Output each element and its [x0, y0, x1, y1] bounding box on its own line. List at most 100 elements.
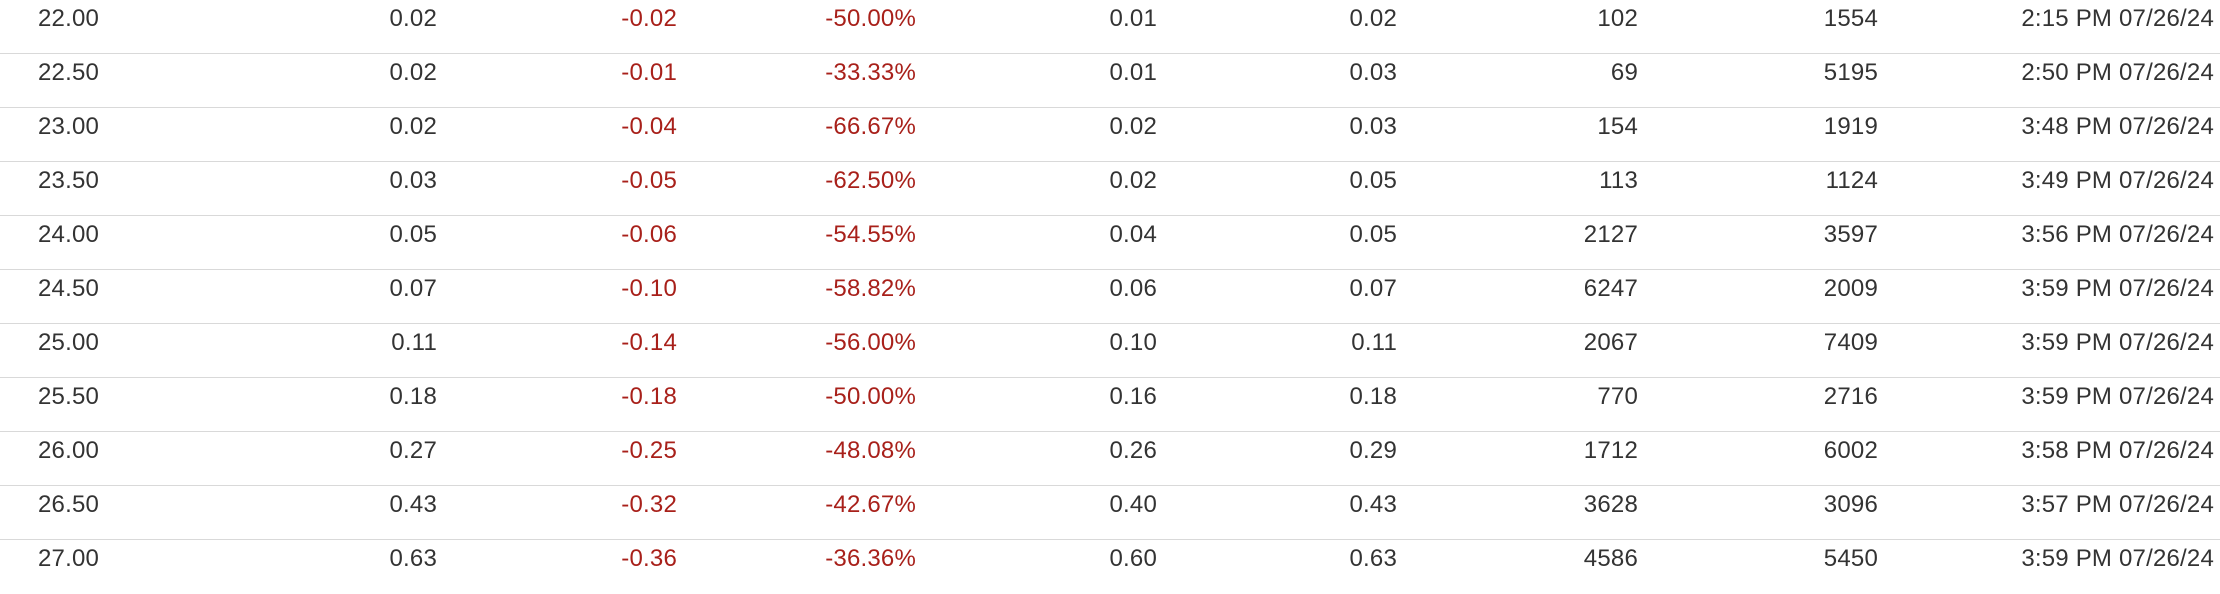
price-change: -0.36	[621, 545, 677, 572]
last-price: 0.02	[389, 59, 437, 86]
percent-change: -33.33%	[825, 59, 916, 86]
table-row[interactable]: 25.00 0.11 -0.14 -56.00% 0.10 0.11 2067 …	[0, 324, 2220, 378]
price-change: -0.06	[621, 221, 677, 248]
percent-change: -62.50%	[825, 167, 916, 194]
ask-price: 0.11	[1351, 329, 1397, 356]
percent-change: -58.82%	[825, 275, 916, 302]
options-chain-table: 22.00 0.02 -0.02 -50.00% 0.01 0.02 102 1…	[0, 0, 2220, 572]
strike-price: 23.50	[38, 167, 100, 194]
last-price: 0.11	[391, 329, 437, 356]
percent-change: -36.36%	[825, 545, 916, 572]
strike-price: 24.00	[38, 221, 100, 248]
bid-price: 0.02	[1109, 113, 1157, 140]
bid-price: 0.01	[1109, 59, 1157, 86]
last-price: 0.02	[389, 113, 437, 140]
table-row[interactable]: 22.50 0.02 -0.01 -33.33% 0.01 0.03 69 51…	[0, 54, 2220, 108]
open-interest: 2716	[1823, 383, 1878, 410]
last-trade-time: 3:58 PM 07/26/24	[2021, 437, 2214, 464]
open-interest: 3096	[1823, 491, 1878, 518]
volume: 102	[1597, 5, 1638, 32]
strike-price: 22.00	[38, 5, 100, 32]
bid-price: 0.60	[1109, 545, 1157, 572]
bid-price: 0.40	[1109, 491, 1157, 518]
percent-change: -66.67%	[825, 113, 916, 140]
last-price: 0.27	[389, 437, 437, 464]
table-row[interactable]: 24.00 0.05 -0.06 -54.55% 0.04 0.05 2127 …	[0, 216, 2220, 270]
ask-price: 0.18	[1349, 383, 1397, 410]
percent-change: -54.55%	[825, 221, 916, 248]
price-change: -0.25	[621, 437, 677, 464]
last-trade-time: 3:59 PM 07/26/24	[2021, 545, 2214, 572]
open-interest: 6002	[1823, 437, 1878, 464]
strike-price: 26.00	[38, 437, 100, 464]
volume: 69	[1610, 59, 1638, 86]
last-price: 0.18	[389, 383, 437, 410]
table-row[interactable]: 26.00 0.27 -0.25 -48.08% 0.26 0.29 1712 …	[0, 432, 2220, 486]
last-price: 0.43	[389, 491, 437, 518]
price-change: -0.14	[621, 329, 677, 356]
last-trade-time: 3:48 PM 07/26/24	[2021, 113, 2214, 140]
price-change: -0.05	[621, 167, 677, 194]
ask-price: 0.63	[1349, 545, 1397, 572]
volume: 6247	[1583, 275, 1638, 302]
last-trade-time: 3:59 PM 07/26/24	[2021, 383, 2214, 410]
last-trade-time: 3:57 PM 07/26/24	[2021, 491, 2214, 518]
last-trade-time: 3:59 PM 07/26/24	[2021, 275, 2214, 302]
last-price: 0.63	[389, 545, 437, 572]
last-trade-time: 3:56 PM 07/26/24	[2021, 221, 2214, 248]
strike-price: 25.00	[38, 329, 100, 356]
last-price: 0.07	[389, 275, 437, 302]
volume: 2127	[1583, 221, 1638, 248]
percent-change: -48.08%	[825, 437, 916, 464]
percent-change: -50.00%	[825, 5, 916, 32]
volume: 2067	[1583, 329, 1638, 356]
volume: 113	[1599, 167, 1638, 194]
open-interest: 2009	[1823, 275, 1878, 302]
price-change: -0.02	[621, 5, 677, 32]
open-interest: 7409	[1823, 329, 1878, 356]
table-row[interactable]: 24.50 0.07 -0.10 -58.82% 0.06 0.07 6247 …	[0, 270, 2220, 324]
price-change: -0.10	[621, 275, 677, 302]
percent-change: -50.00%	[825, 383, 916, 410]
ask-price: 0.02	[1349, 5, 1397, 32]
table-row[interactable]: 22.00 0.02 -0.02 -50.00% 0.01 0.02 102 1…	[0, 0, 2220, 54]
last-price: 0.02	[389, 5, 437, 32]
volume: 1712	[1583, 437, 1638, 464]
open-interest: 1554	[1823, 5, 1878, 32]
bid-price: 0.06	[1109, 275, 1157, 302]
price-change: -0.04	[621, 113, 677, 140]
bid-price: 0.26	[1109, 437, 1157, 464]
volume: 770	[1597, 383, 1638, 410]
table-row[interactable]: 23.00 0.02 -0.04 -66.67% 0.02 0.03 154 1…	[0, 108, 2220, 162]
bid-price: 0.04	[1109, 221, 1157, 248]
open-interest: 5450	[1823, 545, 1878, 572]
strike-price: 26.50	[38, 491, 100, 518]
ask-price: 0.03	[1349, 113, 1397, 140]
last-trade-time: 2:50 PM 07/26/24	[2021, 59, 2214, 86]
open-interest: 3597	[1823, 221, 1878, 248]
bid-price: 0.02	[1109, 167, 1157, 194]
volume: 154	[1597, 113, 1638, 140]
strike-price: 25.50	[38, 383, 100, 410]
percent-change: -42.67%	[825, 491, 916, 518]
last-trade-time: 2:15 PM 07/26/24	[2021, 5, 2214, 32]
last-trade-time: 3:59 PM 07/26/24	[2021, 329, 2214, 356]
price-change: -0.32	[621, 491, 677, 518]
ask-price: 0.05	[1349, 221, 1397, 248]
strike-price: 23.00	[38, 113, 100, 140]
bid-price: 0.01	[1109, 5, 1157, 32]
percent-change: -56.00%	[825, 329, 916, 356]
strike-price: 24.50	[38, 275, 100, 302]
price-change: -0.18	[621, 383, 677, 410]
bid-price: 0.16	[1109, 383, 1157, 410]
ask-price: 0.43	[1349, 491, 1397, 518]
table-row[interactable]: 23.50 0.03 -0.05 -62.50% 0.02 0.05 113 1…	[0, 162, 2220, 216]
strike-price: 27.00	[38, 545, 100, 572]
ask-price: 0.29	[1349, 437, 1397, 464]
table-row[interactable]: 26.50 0.43 -0.32 -42.67% 0.40 0.43 3628 …	[0, 486, 2220, 540]
open-interest: 5195	[1823, 59, 1878, 86]
strike-price: 22.50	[38, 59, 100, 86]
table-row[interactable]: 25.50 0.18 -0.18 -50.00% 0.16 0.18 770 2…	[0, 378, 2220, 432]
volume: 4586	[1583, 545, 1638, 572]
table-row[interactable]: 27.00 0.63 -0.36 -36.36% 0.60 0.63 4586 …	[0, 540, 2220, 594]
